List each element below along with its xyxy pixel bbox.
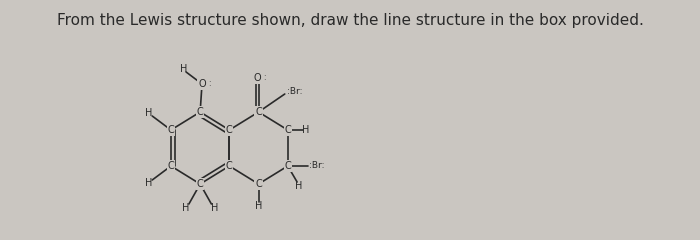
Text: C: C — [226, 125, 232, 135]
Text: O: O — [198, 79, 206, 89]
Text: :Br:: :Br: — [286, 88, 302, 96]
Text: :: : — [263, 73, 266, 83]
Text: C: C — [167, 125, 174, 135]
Text: C: C — [197, 179, 204, 189]
Text: H: H — [302, 125, 309, 135]
Text: H: H — [295, 181, 302, 191]
Text: H: H — [145, 108, 152, 118]
Text: H: H — [211, 203, 218, 213]
Text: C: C — [284, 125, 291, 135]
Text: C: C — [256, 179, 262, 189]
Text: From the Lewis structure shown, draw the line structure in the box provided.: From the Lewis structure shown, draw the… — [57, 13, 643, 28]
Text: H: H — [180, 64, 187, 74]
Text: C: C — [284, 161, 291, 171]
Text: H: H — [145, 178, 152, 188]
Text: C: C — [256, 107, 262, 117]
Text: C: C — [167, 161, 174, 171]
Text: O: O — [254, 73, 261, 83]
Text: C: C — [226, 161, 232, 171]
Text: C: C — [197, 107, 204, 117]
Text: H: H — [255, 201, 262, 211]
Text: :Br:: :Br: — [309, 162, 325, 170]
Text: :: : — [208, 79, 210, 89]
Text: H: H — [183, 203, 190, 213]
